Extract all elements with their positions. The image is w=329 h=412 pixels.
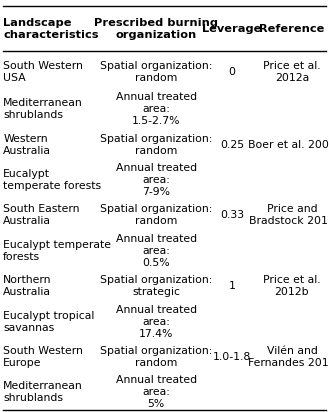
Text: Annual treated
area:
7-9%: Annual treated area: 7-9%: [116, 163, 197, 197]
Text: 0.25: 0.25: [220, 140, 244, 150]
Text: Annual treated
area:
1.5-2.7%: Annual treated area: 1.5-2.7%: [116, 92, 197, 126]
Text: Northern
Australia: Northern Australia: [3, 275, 52, 297]
Text: Price et al.
2012a: Price et al. 2012a: [263, 61, 321, 82]
Text: 0: 0: [228, 66, 236, 77]
Text: Annual treated
area:
5%: Annual treated area: 5%: [116, 375, 197, 409]
Text: South Eastern
Australia: South Eastern Australia: [3, 204, 80, 226]
Text: Boer et al. 2009: Boer et al. 2009: [248, 140, 329, 150]
Text: Spatial organization:
random: Spatial organization: random: [100, 133, 213, 156]
Text: Mediterranean
shrublands: Mediterranean shrublands: [3, 98, 83, 120]
Text: Vilén and
Fernandes 2011: Vilén and Fernandes 2011: [248, 346, 329, 368]
Text: 1: 1: [229, 281, 235, 291]
Text: Spatial organization:
random: Spatial organization: random: [100, 61, 213, 82]
Text: Reference: Reference: [259, 24, 325, 34]
Text: Leverage: Leverage: [202, 24, 262, 34]
Text: Mediterranean
shrublands: Mediterranean shrublands: [3, 381, 83, 403]
Text: Price et al.
2012b: Price et al. 2012b: [263, 275, 321, 297]
Text: 1.0-1.8: 1.0-1.8: [213, 352, 251, 362]
Text: Eucalypt temperate
forests: Eucalypt temperate forests: [3, 240, 111, 262]
Text: Western
Australia: Western Australia: [3, 133, 51, 156]
Text: Prescribed burning
organization: Prescribed burning organization: [94, 18, 218, 40]
Text: 0.33: 0.33: [220, 211, 244, 220]
Text: Spatial organization:
strategic: Spatial organization: strategic: [100, 275, 213, 297]
Text: Annual treated
area:
17.4%: Annual treated area: 17.4%: [116, 304, 197, 339]
Text: Landscape
characteristics: Landscape characteristics: [3, 18, 99, 40]
Text: Price and
Bradstock 2011: Price and Bradstock 2011: [249, 204, 329, 226]
Text: South Western
Europe: South Western Europe: [3, 346, 83, 368]
Text: Eucalypt
temperate forests: Eucalypt temperate forests: [3, 169, 101, 191]
Text: South Western
USA: South Western USA: [3, 61, 83, 82]
Text: Spatial organization:
random: Spatial organization: random: [100, 346, 213, 368]
Text: Annual treated
area:
0.5%: Annual treated area: 0.5%: [116, 234, 197, 268]
Text: Eucalypt tropical
savannas: Eucalypt tropical savannas: [3, 311, 95, 332]
Text: Spatial organization:
random: Spatial organization: random: [100, 204, 213, 226]
